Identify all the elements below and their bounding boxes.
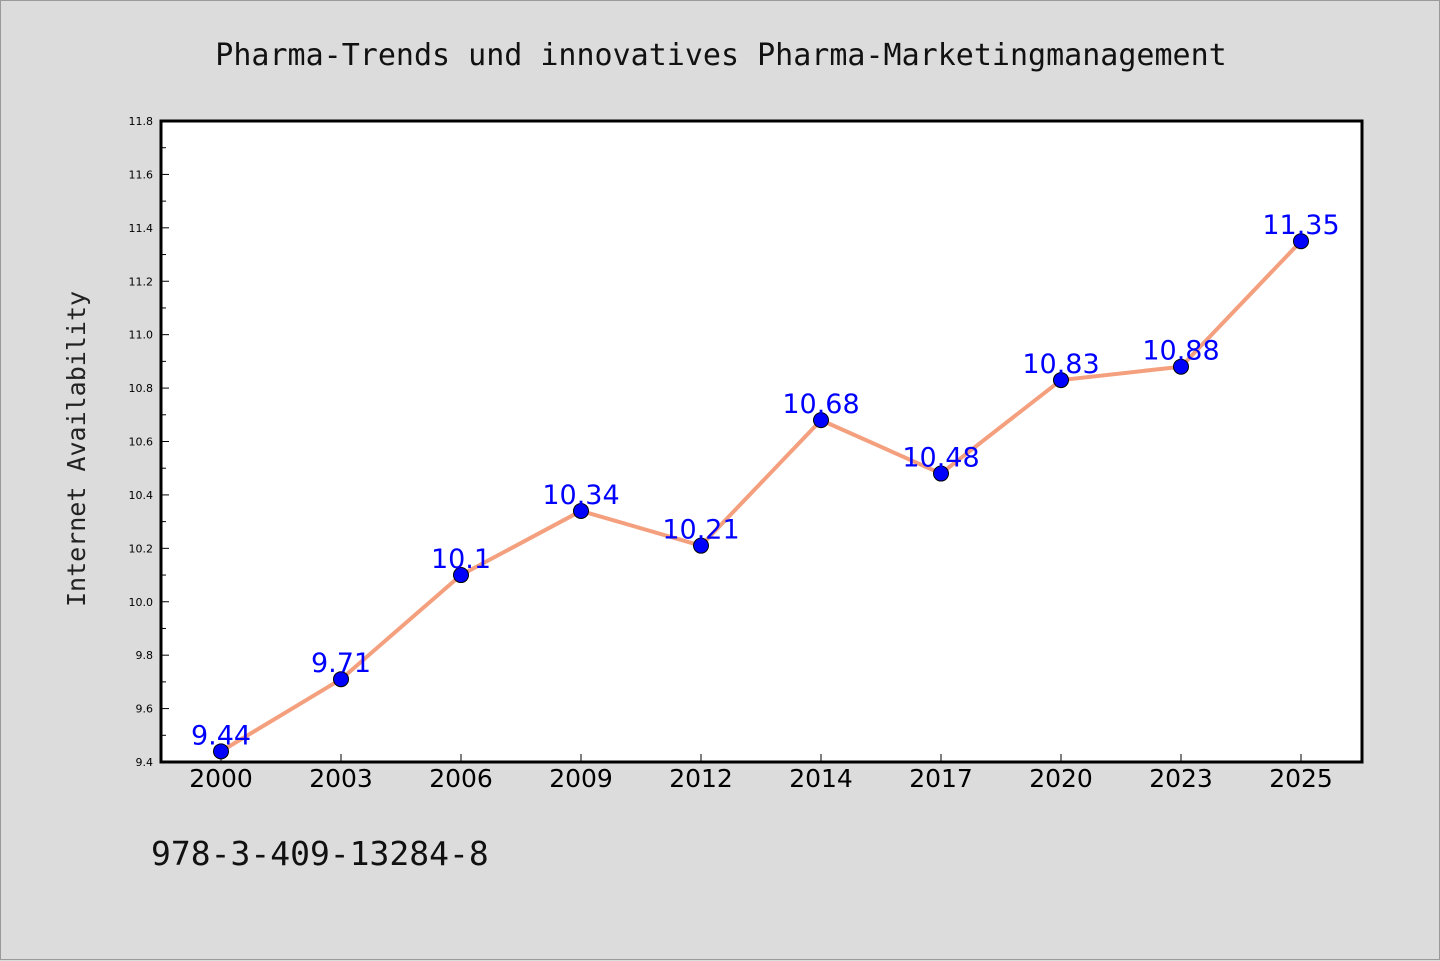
x-tick-label: 2009 <box>549 764 613 793</box>
data-label: 9.44 <box>191 720 251 751</box>
x-tick-label: 2020 <box>1029 764 1093 793</box>
x-tick-label: 2014 <box>789 764 853 793</box>
y-tick-label: 10.2 <box>129 542 154 555</box>
data-point <box>213 743 229 760</box>
y-tick-label: 9.8 <box>136 649 154 662</box>
y-tick-label: 10.8 <box>129 382 154 395</box>
data-label: 11.35 <box>1262 210 1339 241</box>
x-tick-label: 2006 <box>429 764 493 793</box>
plot-border <box>159 119 1364 764</box>
data-label: 10.21 <box>662 515 739 546</box>
x-tick-label: 2012 <box>669 764 733 793</box>
y-axis: 9.4 9.6 9.8 10.0 10.2 10.4 10.6 10.8 11.0 11.2 11.… <box>129 115 169 769</box>
data-point <box>453 567 469 584</box>
data-point <box>813 412 829 429</box>
data-labels: 9.44 9.71 10.1 10.34 10.21 10.68 10.48 10.83 10.… <box>191 210 1340 751</box>
y-tick-label: 10.0 <box>129 596 154 609</box>
x-tick-label: 2025 <box>1269 764 1333 793</box>
x-tick-label: 2017 <box>909 764 973 793</box>
y-tick-label: 11.4 <box>129 222 154 235</box>
data-point <box>1053 372 1069 389</box>
data-label: 10.34 <box>542 480 619 511</box>
series-line <box>219 239 1303 754</box>
data-point <box>573 502 589 519</box>
data-point <box>693 537 709 554</box>
data-point <box>1173 358 1189 375</box>
x-tick-label: 2000 <box>189 764 253 793</box>
y-tick-label: 10.4 <box>129 489 154 502</box>
x-tick-label: 2023 <box>1149 764 1213 793</box>
data-label: 10.1 <box>431 544 491 575</box>
data-label: 10.68 <box>782 389 859 420</box>
data-label: 10.88 <box>1142 336 1219 367</box>
data-point <box>933 465 949 482</box>
y-tick-label: 11.6 <box>129 168 154 181</box>
y-tick-label: 9.6 <box>136 703 154 716</box>
isbn-footer: 978-3-409-13284-8 <box>151 834 489 873</box>
y-tick-label: 11.2 <box>129 275 154 288</box>
data-label: 10.83 <box>1022 349 1099 380</box>
x-tick-label: 2003 <box>309 764 373 793</box>
x-axis: 2000 2003 2006 2009 2012 2014 2017 2020 2023 2025 <box>189 754 1333 793</box>
y-tick-label: 9.4 <box>136 756 154 769</box>
y-tick-label: 10.6 <box>129 436 154 449</box>
data-point <box>1293 233 1309 250</box>
data-label: 10.48 <box>902 443 979 474</box>
chart-title: Pharma-Trends und innovatives Pharma-Mar… <box>215 38 1226 73</box>
data-label: 9.71 <box>311 648 371 679</box>
y-axis-label: Internet Availability <box>62 291 91 607</box>
data-point <box>333 671 349 688</box>
y-tick-label: 11.0 <box>129 329 154 342</box>
plot-area <box>161 121 1362 762</box>
y-tick-label: 11.8 <box>129 115 154 128</box>
data-markers <box>213 233 1309 760</box>
